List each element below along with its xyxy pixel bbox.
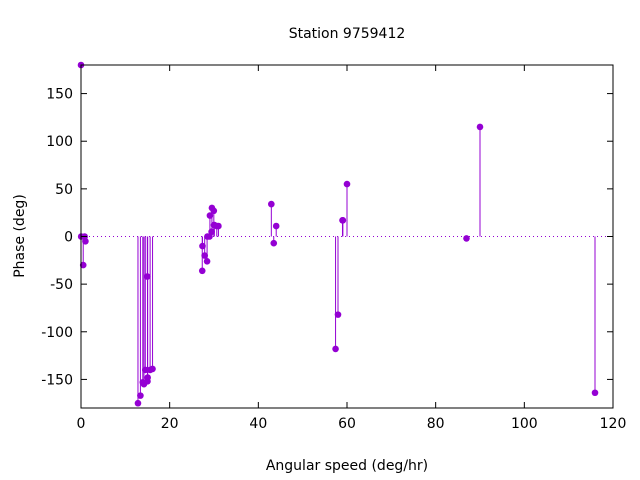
data-point xyxy=(82,237,89,245)
data-point xyxy=(343,180,351,188)
y-tick-label: -150 xyxy=(41,372,73,388)
data-point xyxy=(332,345,339,353)
data-point xyxy=(201,252,208,259)
y-tick-label: 100 xyxy=(46,134,73,150)
data-point xyxy=(149,365,156,373)
y-axis-label: Phase (deg) xyxy=(12,194,28,278)
chart-title: Station 9759412 xyxy=(289,26,406,42)
tick-layer xyxy=(80,65,614,408)
data-point xyxy=(463,235,470,242)
data-point xyxy=(339,217,347,224)
data-point xyxy=(270,239,278,247)
data-point xyxy=(206,212,214,219)
x-tick-label: 120 xyxy=(600,416,627,432)
x-tick-label: 80 xyxy=(427,416,445,432)
data-point xyxy=(137,392,144,399)
data-point xyxy=(199,242,206,250)
data-point xyxy=(144,273,151,280)
data-point xyxy=(79,261,87,269)
data-point xyxy=(134,399,142,407)
data-point xyxy=(272,222,280,230)
data-point xyxy=(203,257,211,265)
data-point xyxy=(215,222,222,230)
impulse-layer xyxy=(80,65,596,404)
y-tick-label: 150 xyxy=(46,87,73,103)
data-point xyxy=(591,389,599,397)
x-tick-label: 20 xyxy=(161,416,179,432)
data-point xyxy=(141,366,149,374)
data-point xyxy=(334,311,342,318)
data-point xyxy=(476,123,484,131)
data-point xyxy=(198,267,206,275)
data-point xyxy=(144,374,151,381)
y-tick-label: -100 xyxy=(41,325,73,341)
data-point xyxy=(210,207,218,215)
point-layer xyxy=(77,61,599,407)
x-tick-label: 60 xyxy=(338,416,356,432)
tick-label-layer: 0 20 40 60 80 100 120 -150 -100 -50 0 50 100 150 xyxy=(41,87,626,432)
y-tick-label: -50 xyxy=(50,277,73,293)
y-tick-label: 50 xyxy=(55,182,73,198)
x-tick-label: 100 xyxy=(511,416,538,432)
x-tick-label: 40 xyxy=(249,416,267,432)
data-point xyxy=(268,200,275,208)
data-point xyxy=(208,228,215,236)
y-tick-label: 0 xyxy=(64,230,73,246)
x-tick-label: 0 xyxy=(77,416,86,432)
x-axis-label: Angular speed (deg/hr) xyxy=(266,458,428,474)
